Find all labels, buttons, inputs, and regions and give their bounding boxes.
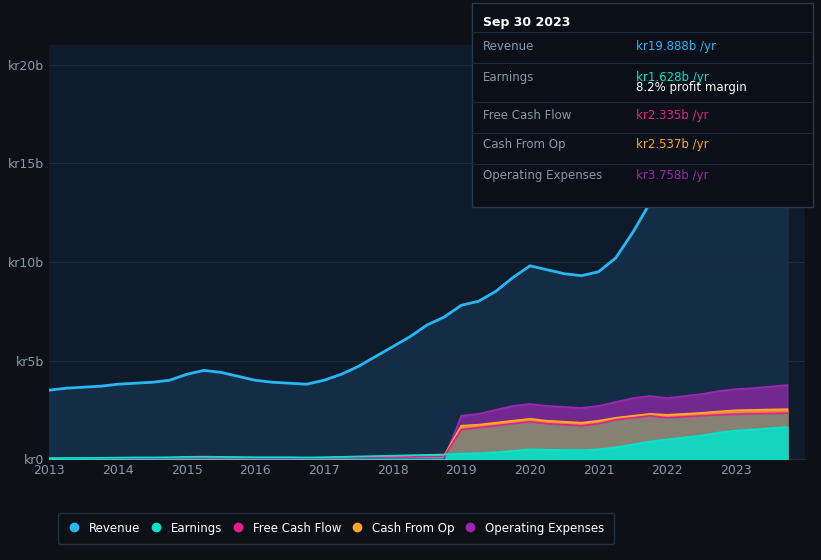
Text: kr19.888b /yr: kr19.888b /yr (636, 40, 716, 53)
Text: kr3.758b /yr: kr3.758b /yr (636, 169, 709, 182)
Text: 8.2% profit margin: 8.2% profit margin (636, 81, 747, 94)
Text: Free Cash Flow: Free Cash Flow (483, 109, 571, 122)
Text: Earnings: Earnings (483, 71, 534, 84)
Text: kr2.335b /yr: kr2.335b /yr (636, 109, 709, 122)
Text: kr1.628b /yr: kr1.628b /yr (636, 71, 709, 84)
Legend: Revenue, Earnings, Free Cash Flow, Cash From Op, Operating Expenses: Revenue, Earnings, Free Cash Flow, Cash … (58, 512, 614, 544)
Text: Operating Expenses: Operating Expenses (483, 169, 602, 182)
Text: Revenue: Revenue (483, 40, 534, 53)
Text: Sep 30 2023: Sep 30 2023 (483, 16, 570, 29)
Text: Cash From Op: Cash From Op (483, 138, 565, 151)
Text: kr2.537b /yr: kr2.537b /yr (636, 138, 709, 151)
